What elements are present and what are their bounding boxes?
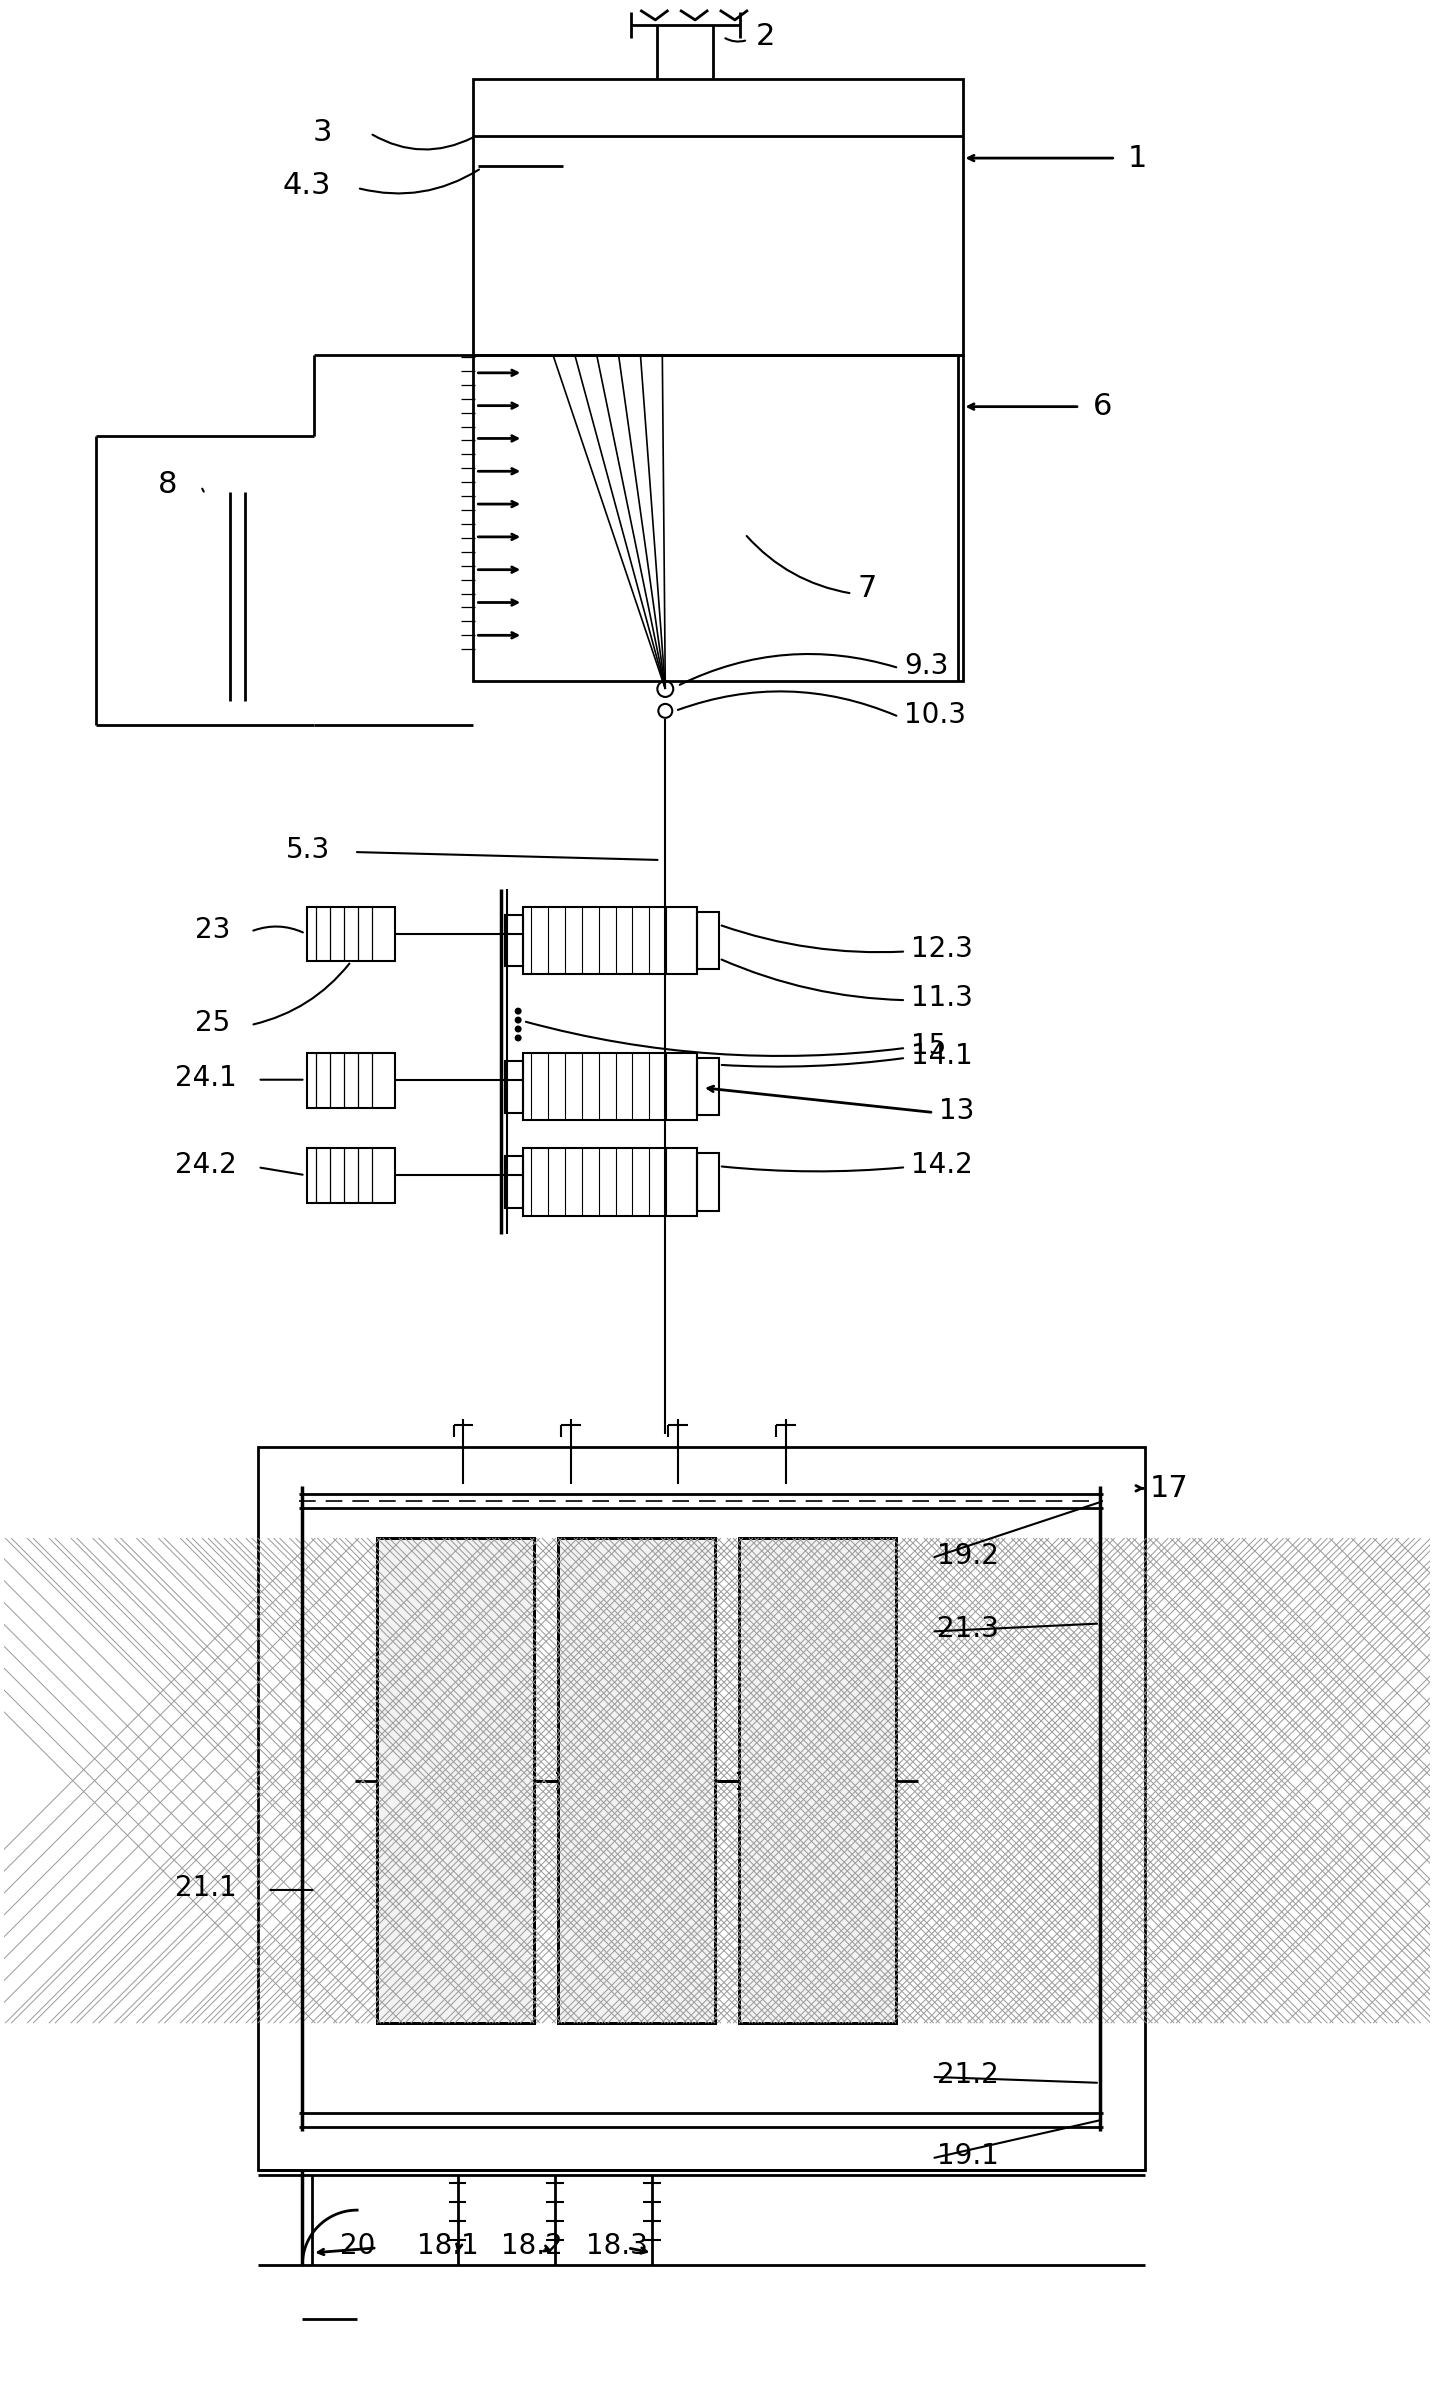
Bar [697, 1153, 718, 1211]
Bar [558, 1537, 716, 2022]
Bar [505, 1062, 523, 1112]
Text: 18.2: 18.2 [502, 2231, 564, 2260]
Text: 23: 23 [195, 915, 231, 944]
Bar [473, 79, 962, 355]
Text: 7: 7 [858, 574, 876, 603]
Text: 14.2: 14.2 [911, 1151, 972, 1179]
Bar [377, 1537, 533, 2022]
Bar [307, 906, 394, 961]
Text: 19.2: 19.2 [936, 1542, 998, 1571]
Text: 21.2: 21.2 [936, 2061, 998, 2090]
Bar [473, 355, 962, 682]
Bar [523, 1052, 697, 1119]
Circle shape [515, 1026, 521, 1033]
Text: 19.1: 19.1 [936, 2143, 998, 2171]
Bar [523, 906, 697, 975]
Text: 13: 13 [939, 1098, 974, 1124]
Bar [739, 1537, 896, 2022]
Bar [523, 1148, 697, 1215]
Text: 10.3: 10.3 [903, 701, 967, 728]
Bar [258, 1446, 1144, 2171]
Text: 18.3: 18.3 [585, 2231, 648, 2260]
Text: 11.3: 11.3 [911, 985, 972, 1011]
Bar [558, 1537, 716, 2022]
Text: 4.3: 4.3 [282, 171, 331, 199]
Bar [697, 913, 718, 970]
Bar [697, 1057, 718, 1115]
Bar [505, 1155, 523, 1208]
Bar [377, 1537, 533, 2022]
Text: 14.1: 14.1 [911, 1042, 972, 1069]
Text: 18.1: 18.1 [417, 2231, 479, 2260]
Circle shape [515, 1035, 521, 1040]
Text: 6: 6 [1093, 392, 1113, 420]
Text: 1: 1 [1127, 144, 1147, 173]
Text: 25: 25 [195, 1009, 231, 1038]
Text: 15: 15 [911, 1033, 946, 1059]
Text: 2: 2 [756, 22, 776, 50]
Text: 21.1: 21.1 [175, 1874, 237, 1902]
Text: 21.3: 21.3 [936, 1617, 998, 1643]
Bar [307, 1052, 394, 1107]
Text: 5.3: 5.3 [285, 836, 330, 865]
Text: 17: 17 [1150, 1475, 1189, 1504]
Circle shape [515, 1009, 521, 1014]
Text: 3: 3 [313, 118, 331, 147]
Text: 24.1: 24.1 [175, 1064, 237, 1093]
Bar [505, 915, 523, 966]
Bar [307, 1148, 394, 1203]
Circle shape [515, 1018, 521, 1023]
Text: 20: 20 [340, 2231, 376, 2260]
Text: 24.2: 24.2 [175, 1151, 237, 1179]
Text: 8: 8 [158, 471, 178, 500]
Text: 9.3: 9.3 [903, 651, 948, 680]
Bar [739, 1537, 896, 2022]
Text: 12.3: 12.3 [911, 934, 972, 963]
